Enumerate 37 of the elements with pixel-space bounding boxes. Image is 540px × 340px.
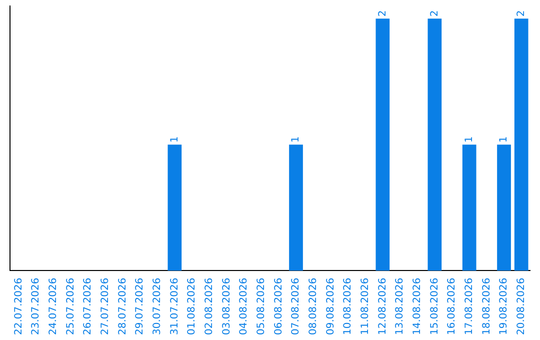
x-tick-label: 10.08.2026 (342, 278, 354, 336)
x-tick-label: 09.08.2026 (325, 278, 336, 336)
x-tick-label: 15.08.2026 (429, 278, 440, 336)
x-tick-label: 26.07.2026 (82, 278, 94, 336)
x-tick-label: 13.08.2026 (394, 278, 406, 336)
x-tick-label: 02.08.2026 (204, 278, 215, 336)
x-tick-label: 11.08.2026 (360, 278, 371, 336)
x-tick-label: 31.07.2026 (169, 278, 180, 336)
data-label: 1 (169, 136, 180, 143)
x-tick-label: 28.07.2026 (117, 278, 128, 336)
x-tick-label: 23.07.2026 (30, 278, 42, 336)
x-tick-label: 24.07.2026 (48, 278, 59, 336)
x-tick-label: 17.08.2026 (464, 278, 475, 336)
x-tick-label: 08.08.2026 (308, 278, 319, 336)
x-tick-label: 20.08.2026 (516, 278, 527, 336)
x-tick-label: 01.08.2026 (186, 278, 198, 336)
x-tick-label: 29.07.2026 (134, 278, 146, 336)
x-tick-label: 16.08.2026 (446, 278, 458, 336)
data-label: 2 (377, 10, 388, 17)
x-tick-label: 19.08.2026 (498, 278, 510, 336)
x-tick-label: 18.08.2026 (481, 278, 492, 336)
x-tick-label: 30.07.2026 (152, 278, 163, 336)
data-label: 2 (516, 10, 527, 17)
x-tick-label: 27.07.2026 (100, 278, 111, 336)
data-label: 1 (290, 136, 302, 143)
x-tick-label: 03.08.2026 (221, 278, 232, 336)
x-tick-label: 06.08.2026 (273, 278, 284, 336)
data-label: 1 (498, 136, 510, 143)
x-tick-label: 14.08.2026 (412, 278, 423, 336)
x-tick-label: 05.08.2026 (256, 278, 267, 336)
x-tick-label: 07.08.2026 (290, 278, 302, 336)
x-tick-label: 04.08.2026 (238, 278, 250, 336)
x-tick-label: 12.08.2026 (377, 278, 388, 336)
data-label: 2 (429, 10, 440, 17)
data-label: 1 (464, 136, 475, 143)
x-tick-label: 22.07.2026 (13, 278, 24, 336)
x-tick-label: 25.07.2026 (65, 278, 76, 336)
